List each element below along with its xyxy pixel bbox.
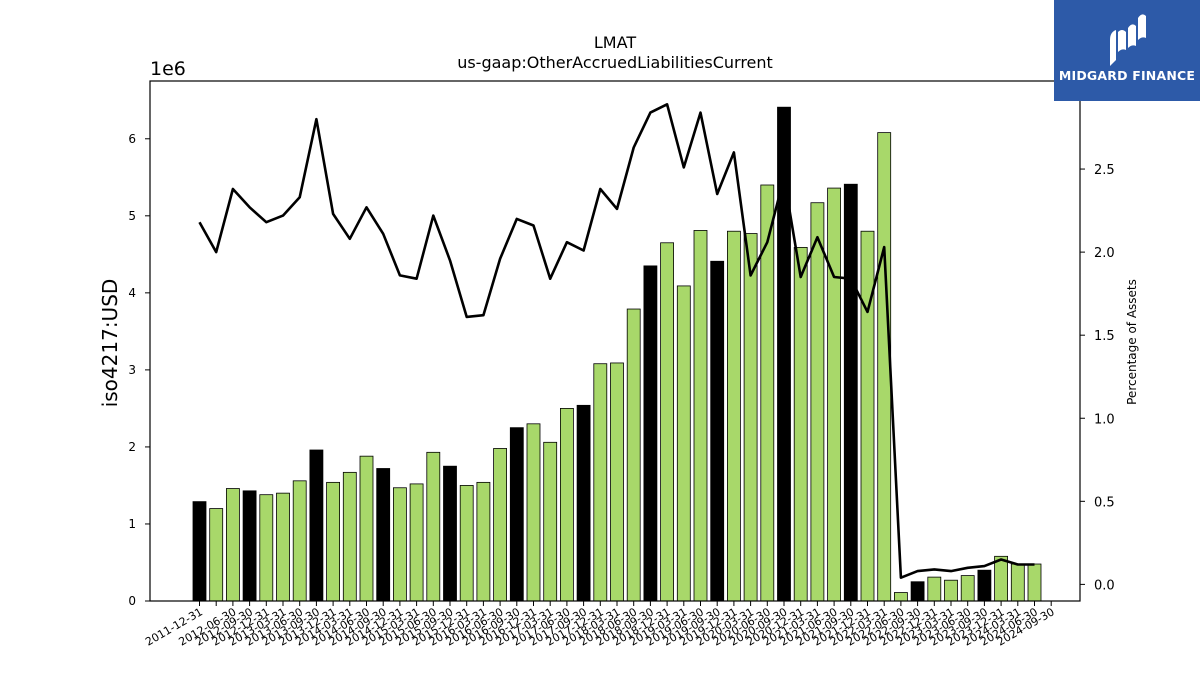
bar-2023-06-30 bbox=[960, 575, 975, 602]
bar-2022-06-30 bbox=[894, 592, 908, 602]
bar-2024-03-31 bbox=[1010, 563, 1025, 602]
midgard-finance-logo: MIDGARD FINANCE bbox=[1054, 0, 1200, 101]
bar-2014-12-31 bbox=[392, 487, 407, 602]
bar-2013-09-30 bbox=[309, 449, 324, 602]
bar-2012-03-31 bbox=[209, 508, 224, 602]
bar-2015-03-31 bbox=[409, 483, 424, 602]
y-tick-label: 2 bbox=[128, 440, 136, 454]
bar-2020-03-31 bbox=[743, 233, 758, 602]
bar-2020-12-31 bbox=[793, 246, 808, 602]
x-ticks-group: 2011-12-312012-06-302012-09-302012-12-31… bbox=[143, 601, 1057, 649]
bar-2013-12-31 bbox=[326, 481, 341, 602]
chart-subtitle: us-gaap:OtherAccruedLiabilitiesCurrent bbox=[457, 53, 773, 72]
bar-2017-06-30 bbox=[560, 408, 574, 602]
bar-2014-03-31 bbox=[342, 471, 357, 602]
bar-2018-06-30 bbox=[626, 308, 641, 602]
bar-2023-12-31 bbox=[994, 555, 1008, 602]
line-group bbox=[198, 103, 1035, 580]
bar-2021-03-31 bbox=[810, 202, 825, 602]
bar-2012-06-30 bbox=[225, 488, 240, 602]
bar-2022-12-31 bbox=[927, 576, 942, 602]
axes-group: 0 1 2 3 4 5 6 0.0 0.5 1.0 1.5 2.0 2.5 bbox=[128, 80, 1115, 608]
bar-2019-12-31 bbox=[727, 230, 741, 602]
plot-frame bbox=[149, 80, 1081, 602]
bar-2013-03-31 bbox=[276, 492, 290, 602]
bar-2020-06-30 bbox=[760, 184, 775, 602]
y2-tick-label: 1.0 bbox=[1094, 412, 1115, 427]
bar-2016-06-30 bbox=[493, 448, 508, 602]
bar-2012-09-30 bbox=[242, 490, 257, 602]
bar-2014-09-30 bbox=[376, 468, 391, 602]
y2-tick-label: 2.5 bbox=[1094, 163, 1115, 178]
bar-2016-12-31 bbox=[526, 423, 541, 602]
bar-2024-06-30 bbox=[1027, 563, 1042, 602]
bar-2016-09-30 bbox=[509, 427, 524, 602]
midgard-logo-icon bbox=[1110, 14, 1146, 66]
bar-2013-06-30 bbox=[292, 480, 307, 602]
bar-2012-12-31 bbox=[259, 494, 274, 602]
chart-title: LMAT bbox=[594, 33, 636, 52]
y-tick-label: 0 bbox=[128, 594, 136, 608]
bar-2022-03-31 bbox=[877, 132, 892, 602]
bar-2011-12-31 bbox=[192, 501, 207, 602]
bar-2018-03-31 bbox=[610, 362, 624, 602]
y-axis-label: iso4217:USD bbox=[98, 279, 122, 408]
y-tick-label: 4 bbox=[128, 286, 136, 300]
bar-2022-09-30 bbox=[910, 581, 925, 602]
logo-text: MIDGARD FINANCE bbox=[1058, 68, 1196, 83]
y2-axis-label: Percentage of Assets bbox=[1125, 279, 1139, 405]
bar-2015-12-31 bbox=[459, 485, 474, 602]
bar-2021-12-31 bbox=[860, 230, 875, 602]
bar-2017-09-30 bbox=[576, 404, 591, 602]
y2-tick-label: 0.0 bbox=[1094, 578, 1115, 593]
y-tick-label: 3 bbox=[128, 363, 136, 377]
bar-2017-03-31 bbox=[543, 441, 558, 602]
bar-2016-03-31 bbox=[476, 481, 491, 602]
bar-2015-06-30 bbox=[426, 451, 441, 602]
bar-2023-03-31 bbox=[944, 579, 958, 602]
bar-2019-09-30 bbox=[710, 260, 725, 602]
y-tick-label: 5 bbox=[128, 209, 136, 223]
bar-2023-09-30 bbox=[977, 569, 992, 602]
y-offset-label: 1e6 bbox=[150, 58, 186, 80]
bar-2018-09-30 bbox=[643, 265, 658, 602]
bar-2021-06-30 bbox=[827, 187, 841, 602]
bar-2015-09-30 bbox=[443, 465, 457, 602]
bar-2017-12-31 bbox=[593, 363, 608, 602]
y-tick-label: 6 bbox=[128, 132, 136, 146]
bar-2014-06-30 bbox=[359, 455, 374, 602]
y2-tick-label: 2.0 bbox=[1094, 246, 1115, 261]
y2-tick-label: 0.5 bbox=[1094, 495, 1115, 510]
bar-2019-03-31 bbox=[676, 285, 691, 602]
y2-tick-label: 1.5 bbox=[1094, 329, 1115, 344]
bar-2019-06-30 bbox=[693, 230, 708, 602]
bars-group bbox=[192, 106, 1042, 602]
bar-2018-12-31 bbox=[660, 242, 674, 602]
bar-2021-09-30 bbox=[843, 183, 858, 602]
y-tick-label: 1 bbox=[128, 517, 136, 531]
percentage-line bbox=[198, 103, 1035, 580]
